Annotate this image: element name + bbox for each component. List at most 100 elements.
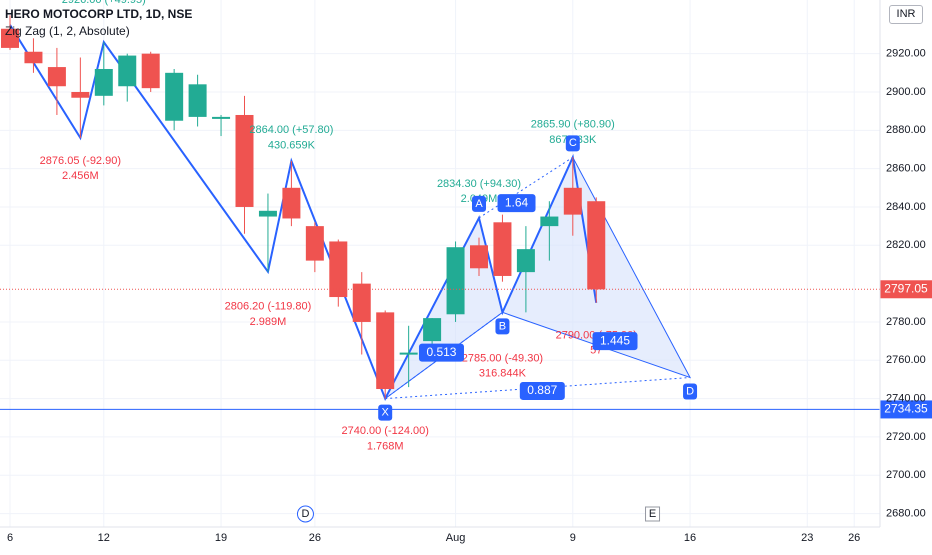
candle-body (258, 210, 277, 217)
event-marker-circle (296, 505, 314, 523)
candle (587, 197, 606, 303)
symbol-title[interactable]: HERO MOTOCORP LTD, 1D, NSE (5, 7, 193, 21)
pattern-point-badge (683, 383, 698, 400)
price-axis[interactable]: 2920.00 2900.00 2880.00 2860.00 2840.00 2820.… (879, 0, 926, 527)
candle (212, 114, 231, 137)
time-tick-label: 26 (848, 532, 860, 544)
price-tick-label: 2880.00 (886, 124, 926, 136)
candle-body (305, 226, 324, 261)
time-tick-label: 26 (309, 532, 321, 544)
pattern-point-b: B (495, 318, 510, 335)
candle-body (493, 222, 512, 276)
candle (47, 47, 66, 115)
candle (446, 241, 465, 322)
candle-body (516, 249, 535, 273)
candle-body (141, 53, 160, 89)
zigzag-annotation: 2740.00 (-124.00) (341, 425, 428, 437)
price-lines[interactable]: 2797.05 2734.35 (0, 280, 932, 419)
pattern-point-badge (472, 195, 486, 212)
pattern-point-badge (495, 318, 510, 335)
candle (165, 68, 184, 131)
pattern-point-badge (378, 404, 393, 421)
candle (258, 193, 277, 273)
time-tick-label: 12 (98, 532, 110, 544)
zigzag-annotation: 2876.05 (-92.90) (40, 155, 121, 167)
price-tick-label: 2900.00 (886, 86, 926, 98)
price-tick-label: 2680.00 (886, 507, 926, 519)
zigzag-annotation: 2785.00 (-49.30) (462, 352, 543, 364)
indicator-legend[interactable]: Zig Zag (1, 2, Absolute) (5, 24, 130, 38)
zigzag-annotation: 2834.30 (+94.30) (437, 178, 521, 190)
candle (235, 95, 254, 234)
time-tick-label: 6 (7, 532, 13, 544)
candle (188, 74, 207, 127)
price-tick-label: 2840.00 (886, 201, 926, 213)
pattern-ratio-badge (497, 194, 536, 213)
zigzag-annotation: 2806.20 (-119.80) (225, 301, 312, 313)
candle (1, 15, 19, 50)
zigzag-annotation: 430.659K (268, 140, 316, 152)
candle (493, 214, 512, 282)
price-tick-label: 2780.00 (886, 316, 926, 328)
candle-body (47, 67, 66, 87)
candles[interactable] (1, 15, 606, 399)
candle-body (165, 72, 184, 121)
price-tick-label: 2820.00 (886, 239, 926, 251)
pattern-point-letter: C (569, 137, 577, 149)
price-tick-label: 2860.00 (886, 163, 926, 175)
candle (71, 57, 90, 138)
candle-body (235, 114, 254, 207)
zigzag-annotation: 2864.00 (+57.80) (249, 124, 333, 136)
candle (540, 201, 559, 261)
time-tick-label: 16 (684, 532, 696, 544)
event-marker: D (296, 505, 314, 523)
pattern-point-letter: A (475, 198, 483, 210)
zigzag-annotation: 2865.90 (+80.90) (531, 118, 615, 130)
pattern-ratio: 1.445 (592, 332, 638, 351)
zigzag-annotation: 2.456M (62, 170, 99, 182)
pattern-point-x: X (378, 404, 393, 421)
zigzag-annotation: 316.844K (479, 368, 527, 380)
time-tick-label: Aug (446, 532, 466, 544)
pattern-point-c: C (565, 135, 580, 152)
candle (399, 325, 418, 388)
time-tick-label: 19 (215, 532, 227, 544)
time-axis[interactable]: 6 12 19 26 Aug 9 16 23 26 (0, 526, 880, 544)
zigzag-annotation: 2926.00 (+49.95) (62, 0, 146, 6)
horizontal-line-tag (880, 400, 932, 419)
candle-body (118, 55, 137, 87)
pattern-diagonal-xd (385, 377, 691, 400)
candle (563, 157, 582, 236)
zigzag-annotation: 2.989M (250, 316, 287, 328)
pattern-ratio-value: 1.445 (600, 333, 630, 347)
pattern-diagonal-xb (384, 311, 503, 400)
candle-body (470, 245, 488, 269)
pattern-point-badge (565, 135, 580, 152)
candle-body (1, 28, 19, 48)
pattern-ratio: 1.64 (497, 194, 536, 213)
candle (118, 53, 137, 102)
candle-body (563, 187, 582, 215)
candle (352, 272, 371, 355)
candle (305, 222, 324, 273)
time-tick-label: 23 (801, 532, 813, 544)
candle-body (212, 116, 231, 119)
price-tick-label: 2760.00 (886, 354, 926, 366)
event-marker-letter: D (301, 508, 309, 520)
candle (282, 160, 301, 227)
pattern-point-labels[interactable]: X A B C D (378, 135, 698, 421)
pattern-point-letter: B (499, 320, 506, 332)
candle (24, 38, 43, 73)
time-tick-label: 9 (570, 532, 576, 544)
candle-body (540, 216, 559, 227)
pattern-point-d: D (683, 383, 698, 400)
pattern-ratio-value: 0.513 (426, 345, 456, 359)
currency-badge[interactable]: INR (889, 5, 923, 24)
candle (470, 237, 488, 276)
pattern-ratios[interactable]: 0.513 1.64 1.445 0.887 (418, 194, 638, 400)
price-tick-label: 2700.00 (886, 469, 926, 481)
last-price-tag (880, 280, 932, 299)
